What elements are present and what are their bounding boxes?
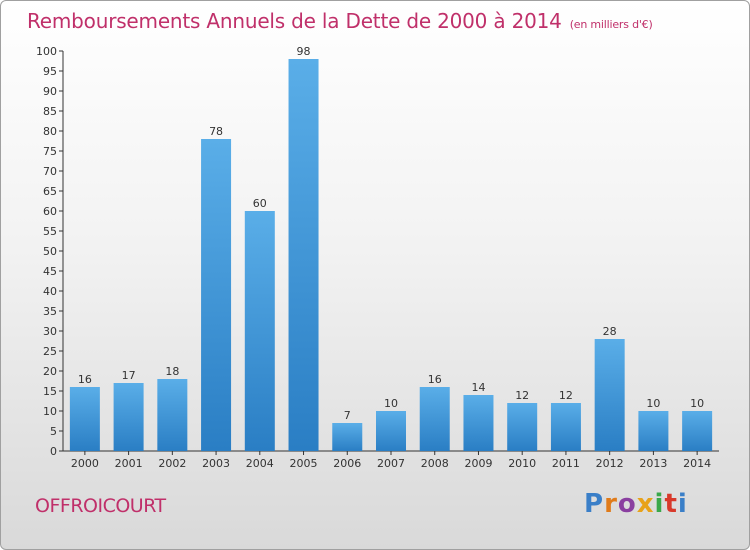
y-tick-label: 75 xyxy=(43,145,57,158)
y-tick-label: 35 xyxy=(43,305,57,318)
x-tick-label: 2010 xyxy=(508,457,536,470)
x-tick-label: 2011 xyxy=(552,457,580,470)
bar xyxy=(463,395,494,451)
bar xyxy=(157,379,188,451)
x-tick-label: 2013 xyxy=(639,457,667,470)
y-tick-label: 60 xyxy=(43,205,57,218)
bar xyxy=(69,387,100,451)
y-tick-label: 80 xyxy=(43,125,57,138)
bar xyxy=(288,59,319,451)
x-tick-label: 2007 xyxy=(377,457,405,470)
x-tick-label: 2008 xyxy=(421,457,449,470)
data-label: 60 xyxy=(253,197,267,210)
commune-name: OFFROICOURT xyxy=(35,495,166,517)
data-label: 16 xyxy=(78,373,92,386)
bar xyxy=(201,139,232,451)
chart-subtitle: (en milliers d'€) xyxy=(569,18,653,31)
y-tick-label: 55 xyxy=(43,225,57,238)
data-label: 10 xyxy=(690,397,704,410)
data-label: 12 xyxy=(559,389,573,402)
x-tick-label: 2004 xyxy=(246,457,274,470)
bar xyxy=(594,339,625,451)
bar xyxy=(113,383,144,451)
x-tick-label: 2006 xyxy=(333,457,361,470)
data-label: 12 xyxy=(515,389,529,402)
y-tick-label: 90 xyxy=(43,85,57,98)
y-tick-label: 95 xyxy=(43,65,57,78)
chart-title: Remboursements Annuels de la Dette de 20… xyxy=(27,9,653,33)
data-label: 7 xyxy=(344,409,351,422)
bar xyxy=(638,411,669,451)
bar xyxy=(244,211,275,451)
x-tick-label: 2005 xyxy=(290,457,318,470)
bar xyxy=(682,411,713,451)
bar xyxy=(376,411,406,451)
data-label: 16 xyxy=(428,373,442,386)
y-tick-label: 50 xyxy=(43,245,57,258)
y-tick-label: 85 xyxy=(43,105,57,118)
data-label: 18 xyxy=(165,365,179,378)
chart-axes: 0 5 10 15 20 25 30 35 40 45 50 55 60 65 70 75 80 85 90 95 10… xyxy=(36,45,719,470)
y-tick-label: 30 xyxy=(43,325,57,338)
y-tick-label: 25 xyxy=(43,345,57,358)
y-tick-label: 20 xyxy=(43,365,57,378)
y-tick-label: 70 xyxy=(43,165,57,178)
y-tick-label: 65 xyxy=(43,185,57,198)
x-tick-label: 2002 xyxy=(158,457,186,470)
y-tick-label: 5 xyxy=(50,425,57,438)
x-tick-label: 2001 xyxy=(115,457,143,470)
proxiti-logo[interactable]: Proxiti xyxy=(584,489,688,519)
x-tick-label: 2012 xyxy=(596,457,624,470)
y-tick-label: 40 xyxy=(43,285,57,298)
bar xyxy=(332,423,363,451)
bar xyxy=(419,387,450,451)
y-tick-label: 10 xyxy=(43,405,57,418)
data-label: 14 xyxy=(471,381,485,394)
data-label: 10 xyxy=(384,397,398,410)
bar xyxy=(550,403,581,451)
y-tick-label: 0 xyxy=(50,445,57,458)
x-tick-label: 2009 xyxy=(464,457,492,470)
data-label: 98 xyxy=(297,45,311,58)
chart-bars: 16 17 18 78 60 98 7 10 16 14 12 12 28 10 10 xyxy=(69,45,713,451)
x-tick-label: 2014 xyxy=(683,457,711,470)
data-label: 78 xyxy=(209,125,223,138)
data-label: 10 xyxy=(646,397,660,410)
chart-title-text: Remboursements Annuels de la Dette de 20… xyxy=(27,9,562,33)
data-label: 17 xyxy=(122,369,136,382)
x-tick-label: 2003 xyxy=(202,457,230,470)
x-tick-label: 2000 xyxy=(71,457,99,470)
y-tick-label: 100 xyxy=(36,45,57,58)
y-tick-label: 15 xyxy=(43,385,57,398)
y-tick-label: 45 xyxy=(43,265,57,278)
bar xyxy=(507,403,538,451)
data-label: 28 xyxy=(603,325,617,338)
